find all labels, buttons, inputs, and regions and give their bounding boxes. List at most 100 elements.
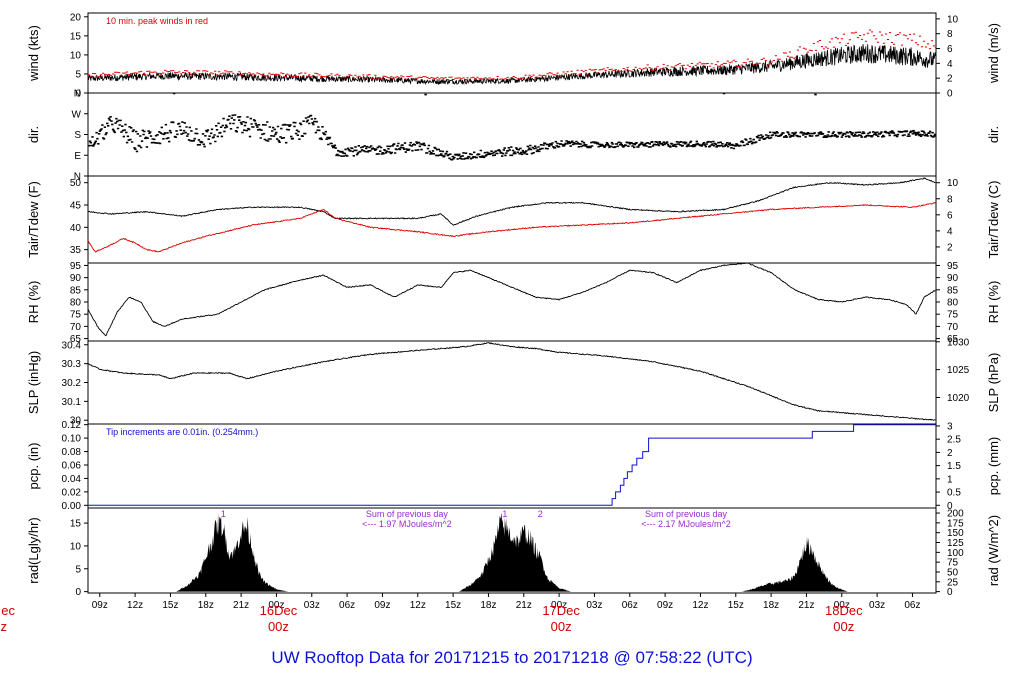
time-tick-label: 18z: [198, 600, 214, 611]
time-tick-label: 15z: [162, 600, 178, 611]
right-tick-label: 2: [947, 74, 953, 85]
right-tick-label: 150: [947, 528, 964, 539]
right-tick-label: 8: [947, 29, 953, 40]
left-tick-label: 85: [70, 285, 82, 296]
right-tick-label: 175: [947, 518, 964, 529]
temp-plot-area: [88, 177, 936, 253]
left-tick-label: 0.12: [62, 420, 82, 431]
daily-sum-label: Sum of previous day: [645, 509, 728, 519]
left-tick-label: 90: [70, 273, 82, 284]
day-hour-label: 00z: [551, 619, 572, 634]
right-tick-label: 4: [947, 59, 953, 70]
slp-plot-area: [88, 342, 936, 421]
left-tick-label: 10: [70, 541, 82, 552]
right-tick-label: 0.5: [947, 488, 961, 499]
right-tick-label: 95: [947, 261, 959, 272]
right-tick-label: 75: [947, 558, 959, 569]
right-tick-label: 6: [947, 210, 953, 221]
right-tick-label: 90: [947, 273, 959, 284]
right-tick-label: 100: [947, 548, 964, 559]
wind-plot-area: [88, 29, 936, 86]
left-tick-label: W: [72, 109, 82, 120]
ylabel-left: wind (kts): [26, 25, 41, 82]
left-tick-label: 30.3: [62, 359, 82, 370]
daily-sum-label: Sum of previous day: [366, 509, 449, 519]
left-tick-label: 0.04: [62, 474, 82, 485]
time-axis: 09z 12z 15z 18z 21z 00z 03z 06z 09z 12z 15z 18z 21z 0…: [1, 593, 921, 634]
panel-temp: 35 40 45 50 2 4 6 8 10 Tair/Tdew (F) Tair/Tdew (C): [26, 175, 1001, 264]
right-tick-label: 0: [947, 89, 953, 100]
right-tick-label: 80: [947, 298, 959, 309]
left-tick-label: 0.06: [62, 460, 82, 471]
wind-mean-line: [88, 44, 936, 86]
right-tick-label: 10: [947, 14, 959, 25]
dir-plot-area: [88, 93, 936, 161]
time-tick-label: 15z: [728, 600, 744, 611]
right-tick-label: 25: [947, 577, 959, 588]
day-label: 18Dec: [825, 603, 863, 618]
panel-wind: 0 5 10 15 20 0 2 4 6 8 10 wind (kts) wind (m/s) 10 mi…: [26, 12, 1001, 99]
day-hour-label: 00z: [833, 619, 854, 634]
right-tick-label: 1025: [947, 365, 970, 376]
left-tick-label: 30.1: [62, 397, 82, 408]
page-title: UW Rooftop Data for 20171215 to 20171218…: [271, 648, 753, 667]
pcp-annotation: Tip increments are 0.01in. (0.254mm.): [106, 427, 258, 437]
left-tick-label: 30.4: [62, 340, 82, 351]
left-tick-label: 0.00: [62, 501, 82, 512]
temp-tdew-line: [88, 202, 936, 253]
ylabel-right: wind (m/s): [986, 23, 1001, 84]
left-tick-label: 15: [70, 31, 82, 42]
panel-rh-frame: [87, 262, 937, 342]
time-tick-label: 21z: [798, 600, 814, 611]
right-tick-label: 3: [947, 421, 953, 432]
right-tick-label: 1020: [947, 393, 970, 404]
time-tick-label: 21z: [516, 600, 532, 611]
ylabel-right: SLP (hPa): [986, 353, 1001, 413]
left-tick-label: N: [74, 89, 81, 100]
right-tick-label: 0: [947, 587, 953, 598]
time-tick-label: 09z: [92, 600, 108, 611]
left-tick-label: S: [74, 130, 81, 141]
left-tick-label: 35: [70, 245, 82, 256]
right-tick-label: 70: [947, 322, 959, 333]
time-tick-label: 15z: [445, 600, 461, 611]
daily-sum-value: <--- 2.17 MJoules/m^2: [641, 519, 731, 529]
radiation-day-3: [741, 536, 848, 592]
time-tick-label: 00z: [834, 600, 850, 611]
ylabel-left: pcp. (in): [26, 443, 41, 490]
right-tick-label: 8: [947, 194, 953, 205]
time-tick-label: 06z: [339, 600, 355, 611]
left-tick-label: 65: [70, 334, 82, 345]
time-tick-label: 12z: [127, 600, 143, 611]
ylabel-left: dir.: [26, 126, 41, 143]
panel-rad-frame: [87, 507, 937, 594]
panel-rad: 0510150255075100125150175200rad(Lgly/hr)…: [26, 507, 1001, 598]
radiation-day-2: [459, 512, 571, 592]
panel-slp-frame: [87, 340, 937, 425]
right-tick-label: 0: [947, 501, 953, 512]
wind-annotation: 10 min. peak winds in red: [106, 16, 208, 26]
radiation-day-1: [176, 512, 289, 592]
pcp-plot-area: [88, 424, 936, 506]
precip-accum-line: [88, 424, 936, 506]
ylabel-left: SLP (inHg): [26, 351, 41, 414]
left-tick-label: N: [74, 172, 81, 183]
left-tick-label: 5: [75, 564, 81, 575]
time-tick-label: 12z: [692, 600, 708, 611]
day-hour-label: 00z: [268, 619, 289, 634]
radiation-peak-marker: 1: [502, 509, 507, 519]
left-tick-label: 0.02: [62, 487, 82, 498]
left-tick-label: 15: [70, 519, 82, 530]
left-tick-label: 70: [70, 322, 82, 333]
left-tick-label: 30.2: [62, 378, 82, 389]
time-tick-label: 12z: [410, 600, 426, 611]
left-tick-label: E: [74, 151, 81, 162]
wind-peak-marks: [88, 29, 936, 81]
time-tick-label: 03z: [304, 600, 320, 611]
ylabel-right: RH (%): [986, 281, 1001, 324]
day-hour-label-cut: z: [1, 619, 8, 634]
day-label: 16Dec: [260, 603, 298, 618]
left-tick-label: 95: [70, 261, 82, 272]
time-tick-label: 18z: [480, 600, 496, 611]
